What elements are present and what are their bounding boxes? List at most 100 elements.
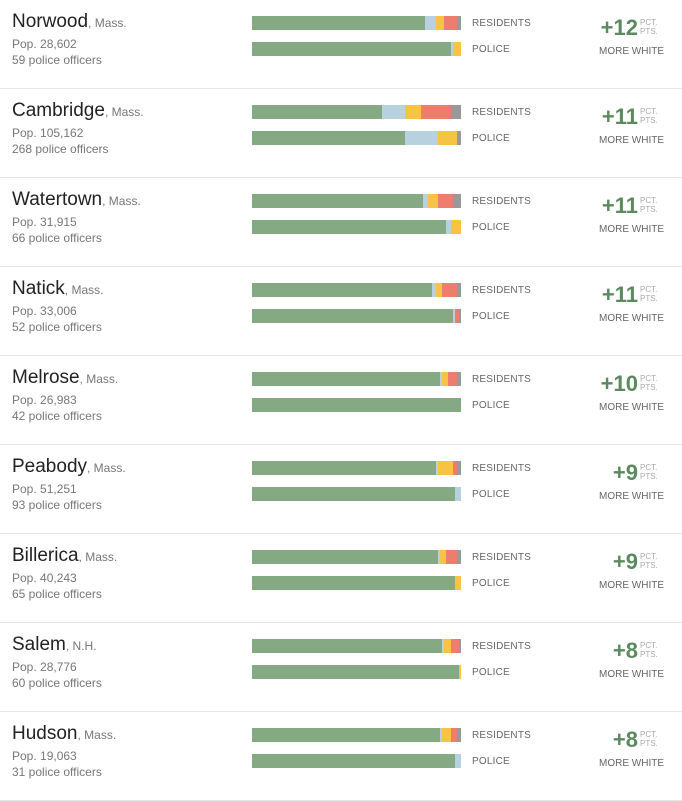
population-text: Pop. 31,915	[12, 215, 77, 229]
more-white-label: MORE WHITE	[599, 402, 664, 413]
residents-segment-white	[252, 194, 424, 208]
police-segment-black	[454, 487, 461, 501]
residents-segment-asian	[452, 461, 457, 475]
police-label: POLICE	[472, 400, 510, 411]
police-segment-white	[252, 665, 459, 679]
city-row: Peabody, Mass. Pop. 51,251 93 police offic…	[0, 445, 682, 534]
city-name: Watertown	[12, 189, 103, 210]
officer-count-text: 268 police officers	[12, 142, 109, 156]
residents-label: RESIDENTS	[472, 730, 532, 741]
police-label: POLICE	[472, 44, 510, 55]
residents-segment-black	[442, 639, 445, 653]
residents-label: RESIDENTS	[472, 285, 532, 296]
population-text: Pop. 28,776	[12, 660, 77, 674]
residents-segment-other	[456, 372, 461, 386]
pct-unit-line: PCT.	[640, 374, 658, 383]
police-segment-hispanic	[450, 220, 461, 234]
residents-segment-asian	[446, 550, 457, 564]
residents-segment-hispanic	[437, 461, 453, 475]
pct-unit-line: PCT.	[640, 641, 658, 650]
pct-unit-line: PCT.	[640, 107, 658, 116]
residents-bar	[252, 283, 461, 297]
city-heading: Cambridge, Mass.	[12, 100, 144, 122]
police-segment-white	[252, 42, 451, 56]
residents-segment-black	[440, 728, 443, 742]
police-segment-black	[446, 220, 451, 234]
police-bar	[252, 754, 461, 768]
city-row: Norwood, Mass. Pop. 28,602 59 police offic…	[0, 0, 682, 89]
residents-segment-other	[456, 461, 461, 475]
officer-count-text: 66 police officers	[12, 231, 102, 245]
residents-segment-black	[423, 194, 428, 208]
officer-count-text: 31 police officers	[12, 765, 102, 779]
police-bar	[252, 398, 461, 412]
residents-segment-hispanic	[435, 283, 443, 297]
police-segment-black	[450, 42, 453, 56]
residents-segment-asian	[450, 639, 459, 653]
pct-unit-line: PCT.	[640, 730, 658, 739]
police-segment-hispanic	[458, 665, 461, 679]
population-text: Pop. 40,243	[12, 571, 77, 585]
residents-segment-other	[456, 728, 461, 742]
residents-segment-asian	[421, 105, 451, 119]
residents-label: RESIDENTS	[472, 196, 532, 207]
city-name: Hudson	[12, 723, 78, 744]
city-heading: Natick, Mass.	[12, 278, 103, 300]
pct-unit-line: PCT.	[640, 196, 658, 205]
officer-count-text: 60 police officers	[12, 676, 102, 690]
city-heading: Peabody, Mass.	[12, 456, 126, 478]
residents-segment-hispanic	[427, 194, 438, 208]
police-segment-white	[252, 754, 455, 768]
residents-segment-other	[456, 283, 461, 297]
residents-segment-asian	[448, 372, 457, 386]
residents-label: RESIDENTS	[472, 463, 532, 474]
pct-unit-line: PCT.	[640, 285, 658, 294]
police-segment-white	[252, 487, 455, 501]
police-segment-black	[454, 754, 461, 768]
city-state: , Mass.	[77, 728, 117, 742]
residents-segment-other	[450, 105, 461, 119]
police-label: POLICE	[472, 756, 510, 767]
residents-segment-black	[381, 105, 405, 119]
pct-pts-unit: PCT. PTS.	[640, 196, 658, 214]
population-text: Pop. 26,983	[12, 393, 77, 407]
police-segment-white	[252, 398, 461, 412]
city-row: Hudson, Mass. Pop. 19,063 31 police office…	[0, 712, 682, 801]
residents-segment-white	[252, 105, 382, 119]
police-label: POLICE	[472, 489, 510, 500]
city-state: , Mass.	[87, 461, 126, 475]
police-segment-white	[252, 309, 453, 323]
pct-unit-line: PCT.	[640, 18, 658, 27]
officer-count-text: 93 police officers	[12, 498, 102, 512]
residents-segment-asian	[450, 728, 457, 742]
residents-label: RESIDENTS	[472, 18, 532, 29]
row-divider	[0, 711, 682, 712]
police-segment-white	[252, 131, 405, 145]
pct-pts-unit: PCT. PTS.	[640, 552, 658, 570]
city-heading: Norwood, Mass.	[12, 11, 127, 33]
residents-bar	[252, 461, 461, 475]
row-divider	[0, 88, 682, 89]
pct-pts-unit: PCT. PTS.	[640, 18, 658, 36]
residents-segment-white	[252, 16, 426, 30]
city-state: , Mass.	[79, 372, 119, 386]
city-heading: Watertown, Mass.	[12, 189, 141, 211]
police-label: POLICE	[472, 222, 510, 233]
police-label: POLICE	[472, 311, 510, 322]
residents-segment-asian	[444, 16, 457, 30]
city-row: Melrose, Mass. Pop. 26,983 42 police offic…	[0, 356, 682, 445]
city-state: , Mass.	[102, 194, 141, 208]
more-white-label: MORE WHITE	[599, 669, 664, 680]
row-divider	[0, 177, 682, 178]
residents-segment-black	[438, 550, 441, 564]
city-state: , Mass.	[104, 105, 144, 119]
city-heading: Hudson, Mass.	[12, 723, 116, 745]
population-text: Pop. 28,602	[12, 37, 77, 51]
city-name: Cambridge	[12, 100, 105, 121]
police-segment-hispanic	[452, 42, 461, 56]
residents-segment-asian	[437, 194, 453, 208]
police-bar	[252, 487, 461, 501]
row-divider	[0, 355, 682, 356]
residents-segment-other	[456, 550, 461, 564]
